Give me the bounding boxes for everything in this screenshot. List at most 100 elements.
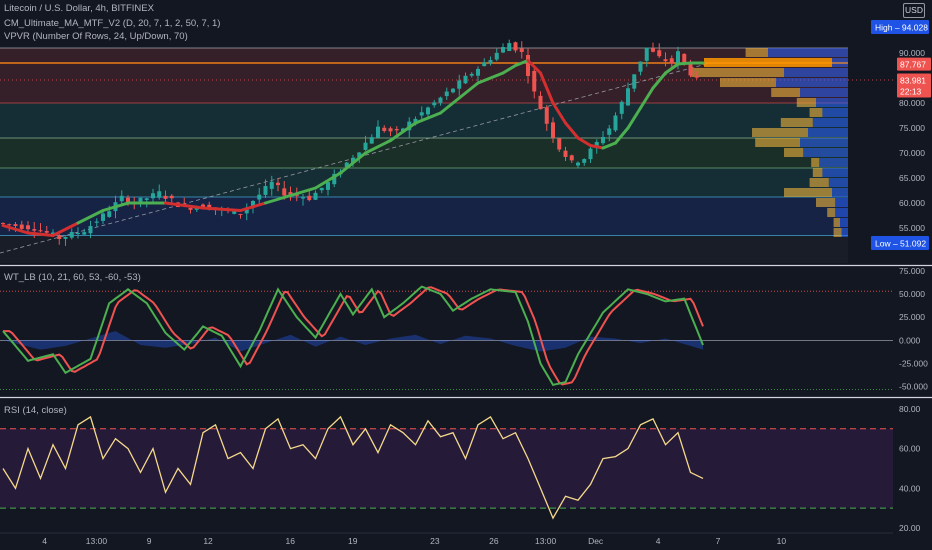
candle-body	[82, 232, 87, 235]
vpvr-up-bar	[796, 98, 816, 107]
price-badge: 87.767	[900, 60, 926, 70]
moving-average-segment	[551, 101, 567, 125]
candle-body	[394, 129, 399, 131]
candle-body	[19, 224, 24, 229]
ma-indicator-label[interactable]: CM_Ultimate_MA_MTF_V2 (D, 20, 7, 1, 2, 5…	[4, 18, 221, 29]
moving-average-segment	[501, 64, 517, 75]
candle-body	[13, 224, 18, 227]
candle-body	[232, 209, 237, 214]
rsi-indicator-label[interactable]: RSI (14, close)	[4, 405, 67, 416]
candle-body	[169, 195, 174, 199]
wt-axis-tick: -25.000	[899, 359, 928, 369]
vpvr-down-bar	[832, 188, 848, 197]
candle-body	[269, 181, 274, 189]
lower-zone	[0, 235, 848, 263]
candle-body	[438, 97, 443, 103]
moving-average-segment	[164, 201, 205, 210]
price-axis-tick: 75.000	[899, 123, 925, 133]
low-price-badge-text: Low – 51.092	[875, 239, 926, 249]
candle-body	[244, 207, 249, 214]
candle-body	[419, 112, 424, 116]
candle-body	[532, 70, 537, 92]
candle-body	[138, 197, 143, 205]
candle-body	[94, 221, 99, 223]
price-badge-bg	[897, 73, 931, 87]
candle-body	[251, 200, 255, 207]
vpvr-up-bar	[833, 218, 840, 227]
candle-body	[494, 52, 499, 60]
candle-body	[644, 47, 649, 61]
symbol-title[interactable]: Litecoin / U.S. Dollar, 4h, BITFINEX	[4, 3, 154, 14]
vpvr-down-bar	[784, 68, 848, 77]
wt-indicator-label[interactable]: WT_LB (10, 21, 60, 53, -60, -53)	[4, 272, 141, 283]
vpvr-up-bar	[752, 128, 808, 137]
candle-body	[638, 61, 643, 72]
candle-body	[363, 142, 368, 150]
candle-body	[426, 107, 430, 115]
rsi-pane[interactable]	[0, 415, 893, 520]
moving-average-segment	[314, 171, 342, 190]
candle-body	[463, 75, 468, 84]
moving-average-segment	[264, 194, 292, 205]
moving-average-segment	[457, 81, 480, 100]
moving-average-segment	[389, 121, 417, 142]
time-axis-tick: 16	[285, 536, 295, 546]
candle-body	[107, 211, 112, 217]
wt-axis-tick: -50.000	[899, 382, 928, 392]
vpvr-up-bar	[691, 68, 784, 77]
moving-average-segment	[414, 111, 442, 125]
time-axis-tick: 19	[348, 536, 358, 546]
price-badge-bg	[897, 84, 931, 98]
wt-pane[interactable]	[0, 285, 893, 390]
candle-body	[501, 47, 505, 53]
moving-average-segment	[439, 96, 461, 115]
vpvr-up-bar	[755, 138, 800, 147]
price-pane[interactable]	[0, 39, 893, 263]
candle-body	[482, 62, 487, 67]
vpvr-down-bar	[768, 48, 848, 57]
candle-body	[51, 232, 55, 235]
candle-body	[388, 128, 393, 132]
time-axis-tick: 26	[489, 536, 499, 546]
moving-average-segment	[626, 106, 642, 130]
vpvr-up-bar	[809, 178, 829, 187]
wt1-line	[2, 285, 704, 387]
vpvr-down-bar	[816, 98, 848, 107]
vpvr-down-bar	[828, 178, 848, 187]
vpvr-down-bar	[776, 78, 848, 87]
rsi-line	[2, 415, 704, 520]
candle-body	[476, 68, 480, 76]
time-axis-tick: 13:00	[86, 536, 108, 546]
axes: 95.00090.00085.00080.00075.00070.00065.0…	[0, 20, 932, 546]
candle-body	[263, 186, 268, 195]
candle-body	[26, 225, 30, 230]
moving-average-segment	[364, 139, 392, 155]
candle-body	[626, 88, 630, 106]
vpvr-down-bar	[819, 158, 848, 167]
candle-body	[594, 141, 599, 149]
candle-body	[38, 230, 43, 232]
vpvr-down-bar	[800, 88, 848, 97]
time-axis-tick: 10	[777, 536, 787, 546]
candle-body	[657, 50, 662, 57]
candle-body	[451, 88, 455, 93]
candle-body	[601, 136, 605, 144]
time-axis-tick: 4	[42, 536, 47, 546]
currency-badge[interactable]: USD	[903, 3, 925, 18]
vpvr-down-bar	[803, 148, 848, 157]
candle-body	[663, 59, 668, 62]
candle-body	[576, 162, 580, 166]
wt-axis-tick: 0.000	[899, 335, 921, 345]
candle-body	[157, 191, 162, 198]
price-axis-tick: 55.000	[899, 223, 925, 233]
candle-body	[401, 128, 405, 132]
candle-body	[582, 159, 587, 163]
vpvr-indicator-label[interactable]: VPVR (Number Of Rows, 24, Up/Down, 70)	[4, 31, 188, 42]
vpvr-up-bar	[745, 48, 768, 57]
rsi-axis-tick: 60.00	[899, 444, 921, 454]
vpvr-up-bar	[809, 108, 823, 117]
vpvr-up-bar	[784, 148, 804, 157]
candle-body	[382, 127, 387, 131]
candle-body	[119, 195, 124, 202]
